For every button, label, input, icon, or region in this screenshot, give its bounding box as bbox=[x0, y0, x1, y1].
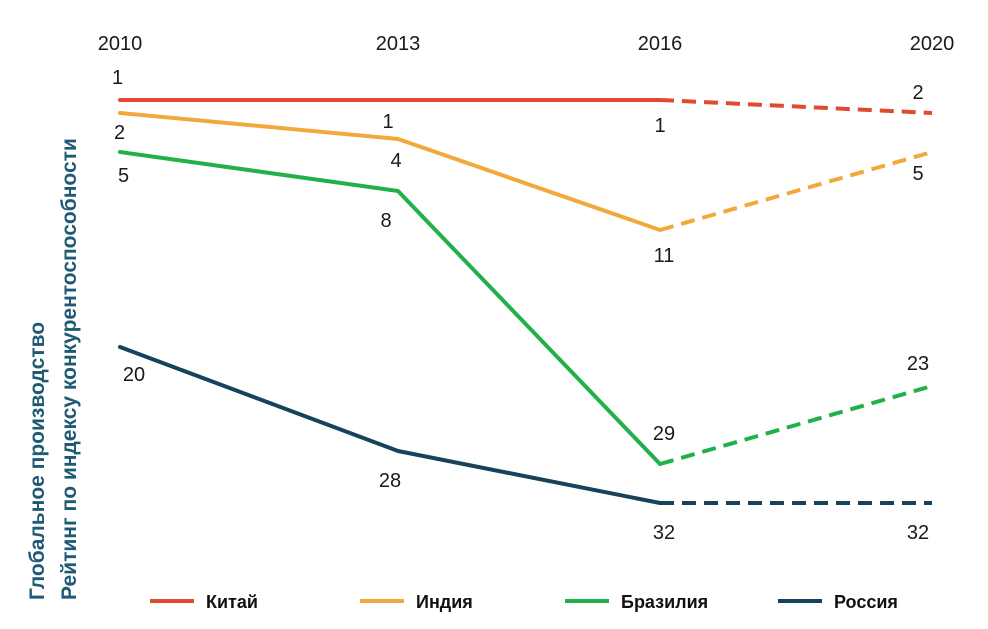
data-label: 4 bbox=[390, 150, 401, 172]
series-line-projection bbox=[659, 98, 933, 115]
x-tick-label: 2013 bbox=[376, 33, 421, 55]
data-label: 23 bbox=[907, 353, 929, 375]
x-tick-label: 2020 bbox=[910, 33, 955, 55]
data-label: 11 bbox=[654, 245, 675, 267]
x-axis-ticks: 2010 2013 2016 2020 bbox=[98, 33, 955, 55]
y-axis-label-line2: Рейтинг по индексу конкурентоспособности bbox=[58, 138, 81, 600]
series-lines bbox=[118, 98, 933, 505]
data-label: 29 bbox=[653, 423, 675, 445]
legend-label: Россия bbox=[834, 592, 898, 612]
data-label: 8 bbox=[380, 210, 391, 232]
data-label: 1 bbox=[654, 115, 665, 137]
x-tick-label: 2016 bbox=[638, 33, 683, 55]
data-label: 32 bbox=[907, 522, 929, 544]
data-label: 1 bbox=[112, 67, 123, 89]
data-label: 2 bbox=[912, 82, 923, 104]
data-label: 2 bbox=[114, 122, 125, 144]
data-label: 28 bbox=[379, 470, 401, 492]
legend-label: Китай bbox=[206, 592, 258, 612]
y-axis-label-line1: Глобальное производство bbox=[26, 322, 49, 600]
legend: Китай Индия Бразилия Россия bbox=[150, 592, 898, 612]
data-label: 32 bbox=[653, 522, 675, 544]
x-tick-label: 2010 bbox=[98, 33, 143, 55]
y-axis-label: Глобальное производство Рейтинг по индек… bbox=[26, 138, 81, 600]
data-label: 1 bbox=[382, 111, 393, 133]
series-line-projection bbox=[659, 384, 933, 466]
legend-label: Бразилия bbox=[621, 592, 708, 612]
series-line-projection bbox=[659, 150, 933, 232]
data-label: 5 bbox=[912, 163, 923, 185]
data-label: 20 bbox=[123, 364, 145, 386]
series-line-solid bbox=[118, 345, 662, 505]
series-line-solid bbox=[118, 150, 662, 466]
data-label: 5 bbox=[118, 165, 129, 187]
series-line-solid bbox=[118, 111, 662, 232]
legend-label: Индия bbox=[416, 592, 473, 612]
